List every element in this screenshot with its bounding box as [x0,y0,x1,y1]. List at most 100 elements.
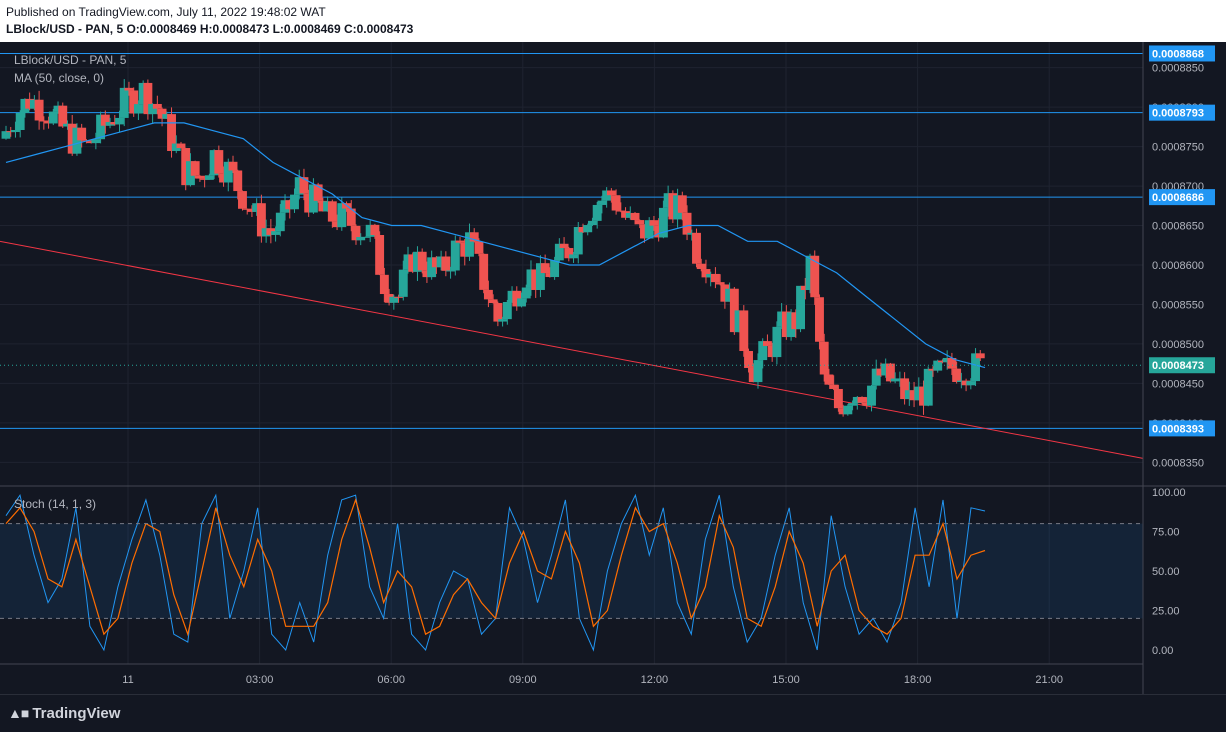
candle-body [256,203,266,237]
price-tick-label: 0.0008750 [1152,142,1204,154]
candle-body [11,130,20,133]
candle-body [474,241,484,254]
candle-body [810,255,820,298]
candle-body [762,341,772,346]
candle-body [20,98,30,113]
candle-body [308,184,318,213]
candle-body [115,117,124,125]
candle-body [299,177,309,194]
candle-body [885,363,895,382]
time-tick-label: 12:00 [641,674,669,686]
candle-body [729,288,739,333]
grid [0,42,1143,664]
candle-body [34,99,44,121]
candle-body [800,285,810,290]
horizontal-lines [0,52,1143,429]
candle-body [242,208,252,210]
candle-body [767,345,777,358]
candle-body [621,211,631,218]
footer: ▲■ TradingView [0,694,1226,732]
candle-body [138,82,148,105]
trendline[interactable] [0,240,1144,459]
candle-body [417,251,427,271]
candle-body [86,141,96,144]
candle-body [488,299,498,304]
candle-body [966,381,976,386]
candle-body [185,161,195,186]
chart-canvas[interactable]: 0.00088500.00088000.00087500.00087000.00… [0,42,1226,694]
hline-label: 0.0008793 [1152,108,1204,120]
candle-body [332,221,342,228]
stoch-axis[interactable]: 100.00 75.00 50.00 25.00 0.00 [1152,487,1186,657]
candle-body [862,402,872,406]
candle-body [843,405,853,415]
candle-body [124,87,134,91]
candle-body [649,220,659,226]
ohlc-readout: LBlock/USD - PAN, 5 O:0.0008469 H:0.0008… [6,22,414,36]
candle-body [909,390,919,401]
price-tick-label: 0.0008650 [1152,221,1204,233]
candle-body [469,232,479,242]
tradingview-logo-text: TradingView [32,705,121,722]
candle-body [100,114,110,126]
candle-body [233,170,243,192]
candle-body [602,190,612,201]
candle-body [483,289,493,300]
candle-body [687,232,697,235]
candle-body [431,257,441,268]
hline-label-bg [1149,189,1215,206]
candle-body [455,240,465,243]
candle-body [559,243,569,249]
stoch-tick-label: 25.00 [1152,606,1180,618]
time-axis[interactable]: 11 03:00 06:00 09:00 12:00 15:00 18:00 21:00 [122,674,1063,686]
last-price-label: 0.0008473 [1152,360,1204,372]
ma-legend: MA (50, close, 0) [14,71,105,85]
hline-label: 0.0008686 [1152,192,1204,204]
candle-body [961,380,971,386]
candle-body [105,122,115,126]
stoch-band-lines [0,523,1143,619]
candle-body [337,203,347,228]
price-tick-label: 0.0008550 [1152,299,1204,311]
candle-body [682,212,692,235]
candle-body [247,208,257,212]
price-tick-label: 0.0008600 [1152,260,1204,272]
candle-body [758,341,768,361]
candle-body [876,368,886,376]
tradingview-logo[interactable]: ▲■ TradingView [8,705,120,722]
candle-body [597,200,607,205]
stoch-d-line [5,497,986,637]
candle-body [507,290,517,302]
candle-body [77,127,87,141]
publish-header: Published on TradingView.com, July 11, 2… [0,0,1226,42]
last-price-tag: 0.0008473 [1149,357,1215,374]
symbol-legend: LBlock/USD - PAN, 5 [14,53,127,67]
candle-body [44,120,54,124]
candle-body [271,231,281,235]
hline-label-bg [1149,45,1215,62]
hline-labels: 0.0008868 0.0008793 0.0008686 0.0008393 [1149,45,1215,437]
candle-body [937,360,947,363]
candle-body [176,143,186,149]
hline-label: 0.0008868 [1152,48,1204,60]
candle-body [285,200,295,210]
candle-body [15,112,25,131]
candle-body [209,150,219,176]
time-tick-label: 03:00 [246,674,274,686]
candle-body [171,143,181,151]
candle-body [195,175,205,179]
candle-body [512,290,522,307]
stoch-tick-label: 50.00 [1152,566,1180,578]
candle-body [67,123,77,154]
candle-body [200,178,210,180]
candle-body [734,310,744,333]
price-tick-label: 0.0008450 [1152,378,1204,390]
candle-body [304,193,314,213]
candle-body [214,150,224,174]
candle-body [460,242,470,257]
candle-body [275,212,285,232]
candle-body [640,224,649,239]
candle-body [956,380,966,382]
price-tick-label: 0.0008500 [1152,339,1204,351]
candle-body [545,273,555,278]
